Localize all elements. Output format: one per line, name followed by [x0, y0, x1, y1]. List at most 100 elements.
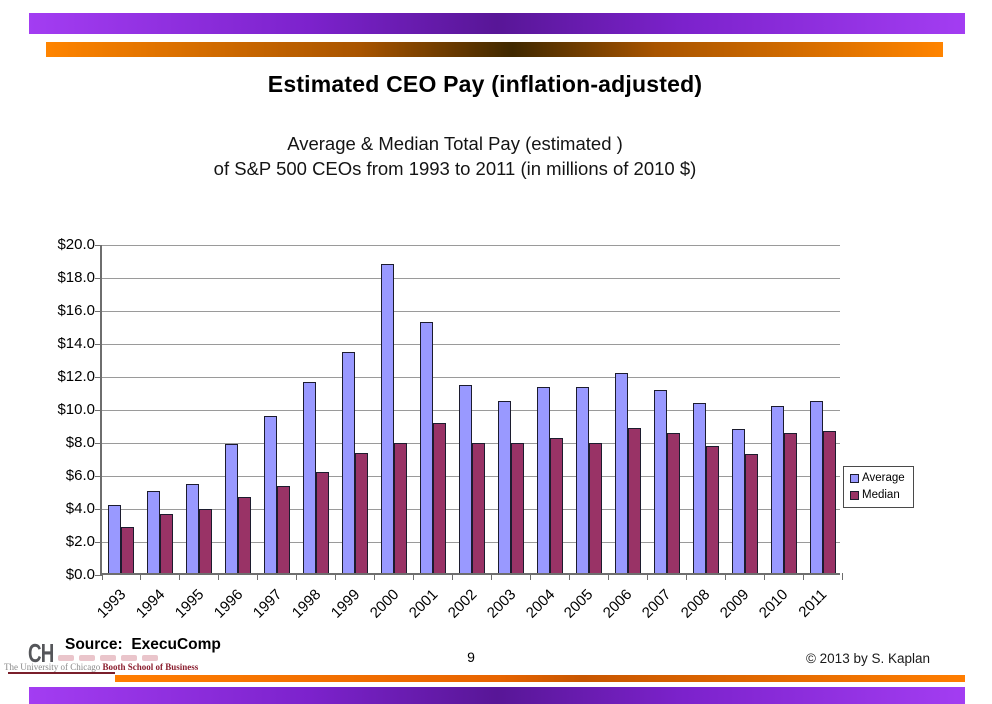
bar-median-2009: [744, 454, 758, 573]
bar-group-1995: [180, 245, 219, 573]
legend-entry-average: Average: [850, 472, 905, 484]
bar-median-2002: [471, 442, 485, 573]
x-axis-label-1999: 1999: [327, 586, 364, 622]
y-tick: [95, 442, 102, 444]
x-tick: [802, 573, 804, 580]
slide-title: Estimated CEO Pay (inflation-adjusted): [267, 71, 703, 97]
bar-median-2011: [822, 431, 836, 573]
x-tick: [413, 573, 415, 580]
x-axis-label-1997: 1997: [249, 586, 286, 622]
y-axis-label: $10.0: [57, 401, 95, 418]
x-axis-label-1993: 1993: [93, 586, 130, 622]
bar-average-2004: [536, 386, 550, 573]
bar-average-2011: [809, 401, 823, 573]
logo-school-text: Booth School of Business: [102, 662, 199, 672]
bar-average-2005: [575, 386, 589, 573]
bar-average-2002: [458, 384, 472, 573]
y-axis-label: $4.0: [65, 500, 95, 517]
bar-average-2009: [731, 429, 745, 573]
chicago-booth-logo: CH The University of Chicago Booth Schoo…: [4, 638, 198, 674]
x-tick: [101, 573, 103, 580]
legend-label-average: Average: [862, 472, 905, 484]
bar-group-1993: [102, 245, 141, 573]
bar-group-2003: [491, 245, 530, 573]
legend-swatch-median: [850, 490, 859, 500]
x-tick: [296, 573, 298, 580]
y-tick: [95, 508, 102, 510]
y-tick: [95, 541, 102, 543]
bar-group-2010: [764, 245, 803, 573]
chart-title-line2: of S&P 500 CEOs from 1993 to 2011 (in mi…: [213, 158, 697, 179]
bar-median-1995: [199, 508, 213, 573]
bottom-purple-bar: [29, 687, 965, 704]
bar-average-2006: [614, 373, 628, 573]
x-tick: [724, 573, 726, 580]
x-axis-label-2001: 2001: [405, 586, 442, 622]
bar-median-1999: [355, 452, 369, 573]
y-tick: [95, 277, 102, 279]
bar-median-2010: [783, 432, 797, 573]
bar-group-1999: [336, 245, 375, 573]
plot-area: [95, 244, 843, 580]
bar-average-1996: [225, 444, 239, 573]
x-axis-label-1998: 1998: [288, 586, 325, 622]
source-label: Source: ExecuComp: [65, 636, 221, 653]
page-number: 9: [467, 649, 475, 665]
logo-letters: CH: [28, 638, 54, 668]
bar-average-1997: [264, 416, 278, 573]
bar-group-2006: [608, 245, 647, 573]
bar-group-1997: [258, 245, 297, 573]
y-tick: [95, 343, 102, 345]
bar-average-1993: [108, 505, 122, 573]
chart-title: Average & Median Total Pay (estimated ) …: [60, 131, 850, 181]
bar-group-2005: [569, 245, 608, 573]
bar-group-1998: [297, 245, 336, 573]
x-axis-label-2009: 2009: [717, 586, 753, 622]
x-axis-label-2005: 2005: [561, 586, 597, 622]
x-tick: [763, 573, 765, 580]
y-axis: $0.0 $2.0 $4.0 $6.0 $8.0 $10.0 $12.0 $14.0 $16.0…: [55, 236, 95, 583]
bar-median-2006: [627, 427, 641, 573]
x-axis-label-2000: 2000: [366, 586, 403, 622]
ceo-pay-chart: $0.0 $2.0 $4.0 $6.0 $8.0 $10.0 $12.0 $14.0 $16.0…: [55, 236, 965, 655]
bottom-orange-bar: [115, 675, 965, 682]
y-tick: [95, 244, 102, 246]
x-tick: [685, 573, 687, 580]
gridline-12: [102, 376, 840, 378]
x-axis-label-2011: 2011: [795, 586, 831, 621]
bar-median-2000: [394, 442, 408, 573]
x-tick: [490, 573, 492, 580]
logo-caption: The University of Chicago Booth School o…: [4, 662, 198, 672]
x-tick: [568, 573, 570, 580]
bar-median-1998: [316, 472, 330, 573]
legend-swatch-average: [850, 473, 859, 483]
bar-average-1998: [303, 381, 317, 573]
x-tick: [335, 573, 337, 580]
x-axis-label-2006: 2006: [600, 586, 636, 622]
legend-entry-median: Median: [850, 489, 905, 501]
bar-average-2003: [497, 401, 511, 573]
bar-group-2008: [686, 245, 725, 573]
bar-average-2010: [770, 406, 784, 573]
legend-label-median: Median: [862, 489, 900, 501]
bar-median-1993: [121, 526, 135, 573]
bar-median-2007: [666, 432, 680, 573]
bar-group-2011: [803, 245, 842, 573]
x-tick: [140, 573, 142, 580]
gridline-16: [102, 310, 840, 312]
y-tick: [95, 376, 102, 378]
x-tick: [607, 573, 609, 580]
chart-title-line1: Average & Median Total Pay (estimated ): [287, 133, 623, 154]
bar-group-2004: [530, 245, 569, 573]
bar-median-2003: [510, 442, 524, 573]
x-axis-label-1996: 1996: [210, 586, 247, 622]
x-axis-label-1995: 1995: [171, 586, 208, 622]
x-axis-label-2004: 2004: [522, 586, 558, 622]
bar-group-2002: [453, 245, 492, 573]
bar-average-2000: [381, 264, 395, 573]
bar-median-1994: [160, 513, 174, 573]
x-axis-label-2007: 2007: [639, 586, 675, 622]
x-tick: [841, 573, 843, 580]
y-axis-label: $0.0: [65, 566, 95, 583]
